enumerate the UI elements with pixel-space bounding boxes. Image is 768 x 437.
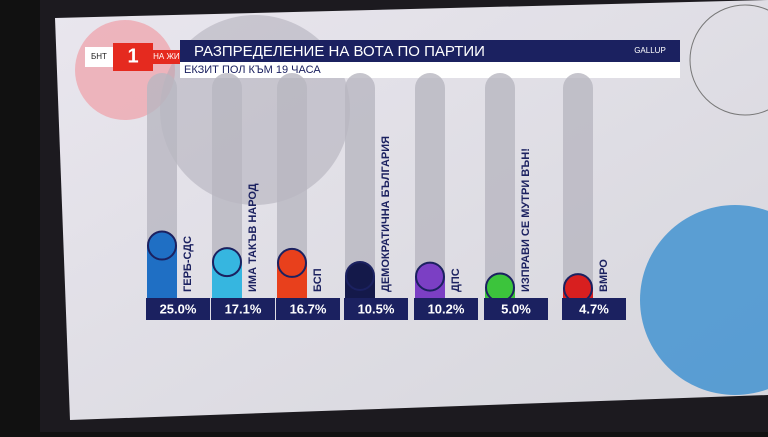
category-label: ГЕРБ-СДС <box>182 236 194 292</box>
category-label: ИЗПРАВИ СЕ МУТРИ ВЪН! <box>520 148 532 292</box>
title-bar <box>180 40 680 62</box>
bar-track <box>345 73 375 298</box>
category-label: ВМРО <box>598 259 610 292</box>
value-box <box>344 298 408 320</box>
category-label: ДПС <box>450 268 462 292</box>
channel-box <box>85 47 113 67</box>
live: НА ЖИВО <box>153 52 191 61</box>
value-label: 10.5% <box>358 301 395 316</box>
bar-cap <box>212 247 242 278</box>
bar-track <box>415 73 445 298</box>
value-label: 4.7% <box>579 301 609 316</box>
bar-cap <box>415 261 445 292</box>
bar-cap <box>563 273 593 304</box>
value-label: 10.2% <box>428 301 465 316</box>
category-label: БСП <box>312 268 324 292</box>
category-label: ИМА ТАКЪВ НАРОД <box>247 183 259 292</box>
decor <box>689 4 768 116</box>
bar-track <box>277 73 307 298</box>
value-box <box>276 298 340 320</box>
value-box <box>146 298 210 320</box>
bar-cap <box>485 272 515 303</box>
category-label: ДЕМОКРАТИЧНА БЪЛГАРИЯ <box>380 136 392 292</box>
value-box <box>211 298 275 320</box>
value-box <box>562 298 626 320</box>
subtitle-bar <box>180 62 680 78</box>
bar-cap <box>147 230 177 261</box>
value-label: 5.0% <box>501 301 531 316</box>
bar-track <box>212 73 242 298</box>
bar-track <box>563 73 593 298</box>
decor <box>640 205 768 395</box>
chart-title: РАЗПРЕДЕЛЕНИЕ НА ВОТА ПО ПАРТИИ <box>194 43 485 60</box>
bar-cap <box>345 260 375 291</box>
bar-track <box>485 73 515 298</box>
bar-cap <box>277 247 307 278</box>
value-label: 25.0% <box>160 301 197 316</box>
value-label: 17.1% <box>225 301 262 316</box>
chart-subtitle: ЕКЗИТ ПОЛ КЪМ 19 ЧАСА <box>184 64 321 76</box>
source: GALLUP <box>634 46 666 55</box>
value-label: 16.7% <box>290 301 327 316</box>
number-box <box>113 43 153 71</box>
value-box <box>414 298 478 320</box>
value-box <box>484 298 548 320</box>
channel-number: 1 <box>127 45 138 67</box>
channel: БНТ <box>91 52 107 61</box>
